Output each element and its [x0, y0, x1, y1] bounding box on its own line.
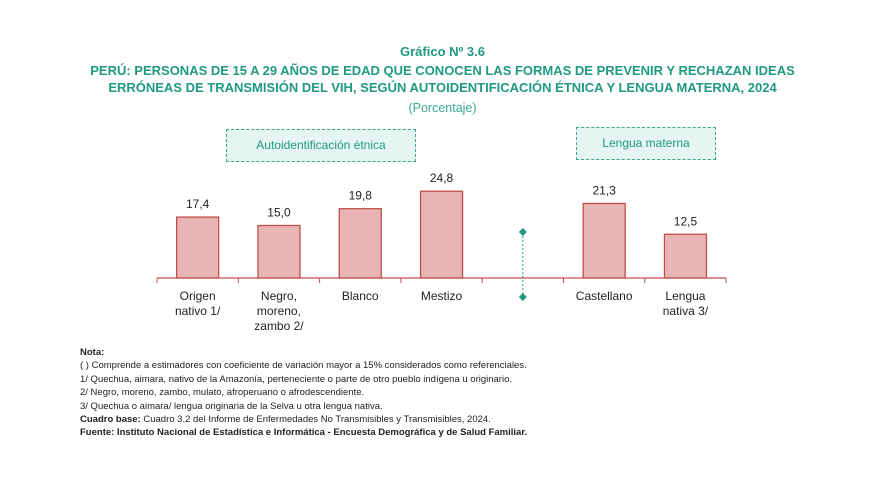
category-label: moreno, — [257, 304, 301, 318]
bar — [582, 202, 626, 279]
group-label-ethnic: Autoidentificación étnica — [226, 129, 416, 162]
separator-diamond-icon — [518, 293, 527, 301]
base-text: Cuadro 3.2 del Informe de Enfermedades N… — [140, 414, 491, 426]
bar — [175, 216, 220, 279]
bar — [663, 233, 708, 279]
note-line: 1/ Quechua, aimara, nativo de la Amazoní… — [80, 373, 513, 385]
note-line: ( ) Comprende a estimadores con coeficie… — [80, 360, 527, 372]
category-label: Blanco — [342, 289, 379, 303]
bar — [419, 190, 464, 279]
chart-unit: (Porcentaje) — [408, 101, 477, 115]
data-label: 15,0 — [267, 206, 291, 220]
category-label: nativa 3/ — [663, 304, 709, 318]
category-label: Lengua — [665, 289, 705, 303]
chart-subtitle: PERÚ: PERSONAS DE 15 A 29 AÑOS DE EDAD Q… — [0, 62, 885, 96]
subtitle-line: PERÚ: PERSONAS DE 15 A 29 AÑOS DE EDAD Q… — [90, 63, 795, 78]
category-label: Castellano — [576, 289, 633, 303]
data-label: 17,4 — [186, 197, 210, 211]
separator-diamond-icon — [518, 228, 527, 236]
data-label: 24,8 — [430, 171, 454, 185]
data-label: 21,3 — [592, 183, 616, 197]
category-label: Mestizo — [421, 289, 463, 303]
bar — [257, 224, 301, 279]
category-label: nativo 1/ — [175, 304, 221, 318]
note-line: 2/ Negro, moreno, zambo, mulato, afroper… — [80, 387, 365, 399]
category-label: zambo 2/ — [254, 319, 304, 333]
category-label: Origen — [180, 289, 216, 303]
group-label-language: Lengua materna — [576, 127, 716, 160]
chart-title: Gráfico Nº 3.6 — [400, 44, 485, 59]
bar — [338, 208, 382, 279]
category-label: Negro, — [261, 289, 297, 303]
notes: Nota: ( ) Comprende a estimadores con co… — [80, 346, 527, 440]
subtitle-line: ERRÓNEAS DE TRANSMISIÓN DEL VIH, SEGÚN A… — [108, 80, 777, 95]
notes-heading: Nota: — [80, 347, 105, 358]
base-label: Cuadro base: — [80, 414, 141, 426]
data-label: 19,8 — [349, 189, 373, 203]
note-line: 3/ Quechua o aimara/ lengua originaria d… — [80, 400, 383, 412]
data-label: 12,5 — [674, 214, 698, 228]
source: Fuente: Instituto Nacional de Estadístic… — [80, 427, 528, 439]
